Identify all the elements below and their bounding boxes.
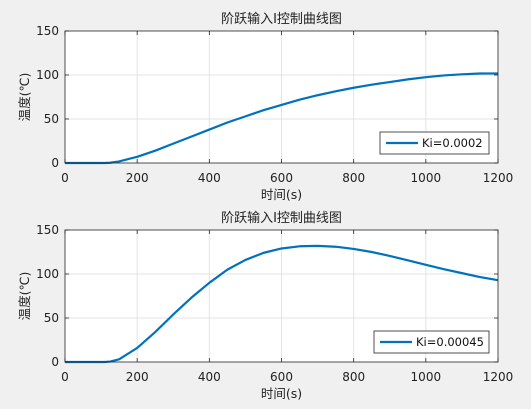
x-tick-label: 400 xyxy=(198,171,221,185)
chart-title: 阶跃输入I控制曲线图 xyxy=(221,11,342,27)
chart-title: 阶跃输入I控制曲线图 xyxy=(221,210,342,226)
y-axis-label: 温度(℃) xyxy=(17,73,32,122)
y-tick-label: 0 xyxy=(51,355,59,369)
x-tick-label: 200 xyxy=(126,370,149,384)
x-tick-label: 200 xyxy=(126,171,149,185)
x-axis-label: 时间(s) xyxy=(261,386,302,401)
series-line xyxy=(65,244,499,364)
x-tick-label: 800 xyxy=(342,370,365,384)
legend-box xyxy=(379,131,490,155)
y-tick-label: 150 xyxy=(36,24,59,38)
y-tick-label: 150 xyxy=(36,223,59,237)
chart-bottom: 阶跃输入I控制曲线图 时间(s) 温度(℃) 0 200 400 600 800 1000… xyxy=(17,210,513,401)
x-axis-label: 时间(s) xyxy=(261,187,302,202)
y-tick-label: 100 xyxy=(36,267,59,281)
x-tick-label: 1200 xyxy=(483,370,514,384)
x-tick-label: 800 xyxy=(342,171,365,185)
legend: Ki=0.0002 xyxy=(379,131,490,155)
x-tick-label: 1000 xyxy=(411,370,442,384)
x-tick-label: 1000 xyxy=(411,171,442,185)
series-line xyxy=(65,72,499,165)
y-tick-label: 50 xyxy=(44,311,59,325)
legend-entry: Ki=0.0002 xyxy=(422,136,483,150)
y-tick-label: 50 xyxy=(44,112,59,126)
y-tick-label: 100 xyxy=(36,68,59,82)
y-tick-label: 0 xyxy=(51,156,59,170)
y-axis-label: 温度(℃) xyxy=(17,272,32,321)
legend-box xyxy=(373,330,490,354)
x-tick-label: 0 xyxy=(61,370,69,384)
x-tick-label: 400 xyxy=(198,370,221,384)
x-tick-label: 600 xyxy=(270,370,293,384)
x-tick-label: 600 xyxy=(270,171,293,185)
chart-top: 阶跃输入I控制曲线图 时间(s) 温度(℃) 0 200 400 600 800 1000… xyxy=(17,11,513,202)
x-tick-label: 0 xyxy=(61,171,69,185)
legend: Ki=0.00045 xyxy=(373,330,490,354)
legend-entry: Ki=0.00045 xyxy=(416,335,484,349)
x-tick-label: 1200 xyxy=(483,171,514,185)
